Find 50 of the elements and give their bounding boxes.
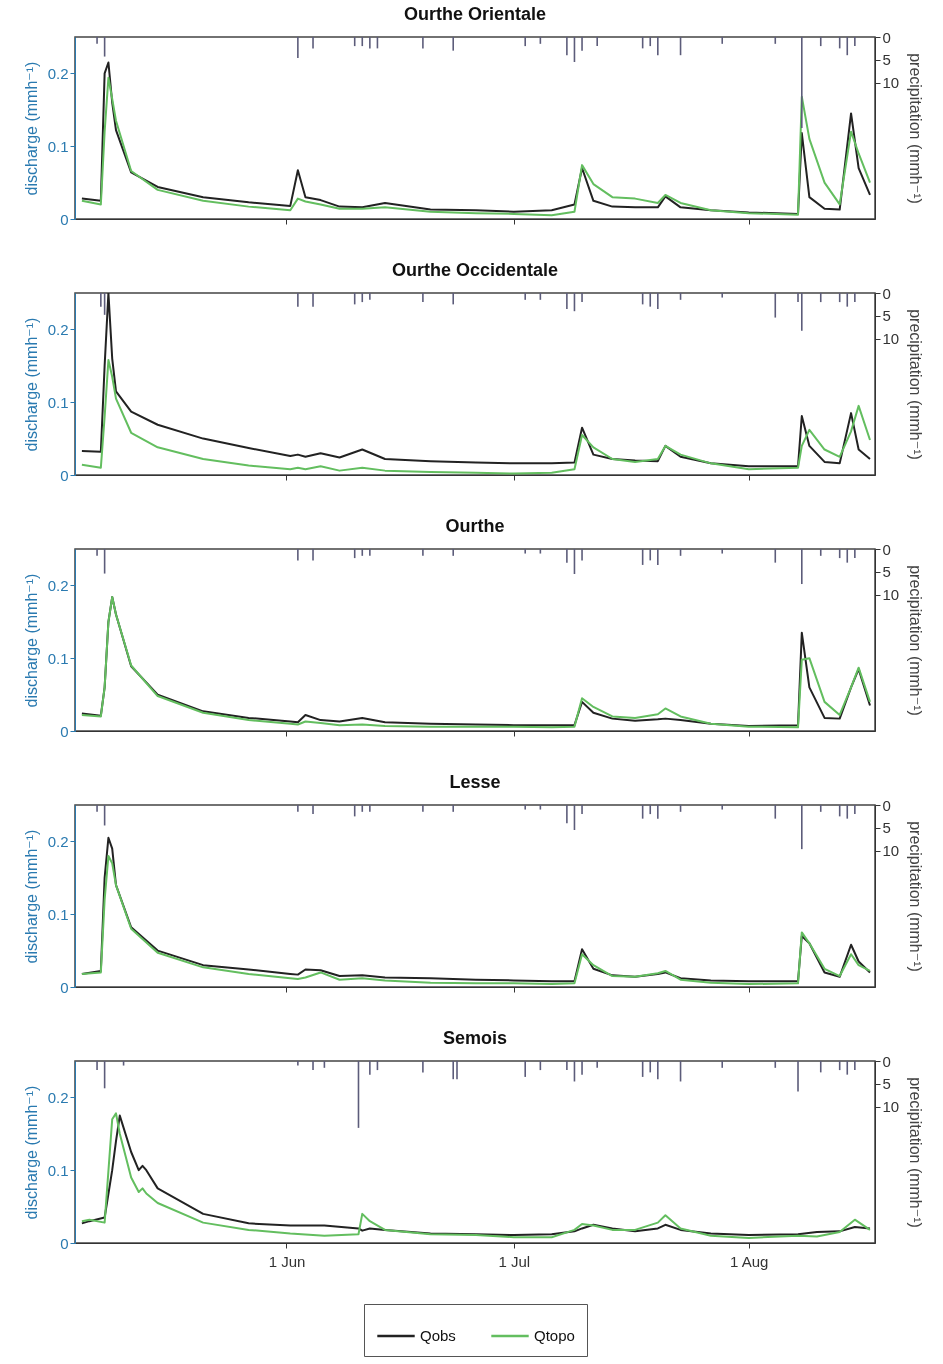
y2-tick-label: 0 [882, 540, 891, 558]
y-tick-label: 0 [60, 978, 69, 996]
y2-tick-label: 10 [882, 74, 900, 91]
y2-axis-title: precipitation (mmh⁻¹) [907, 53, 925, 204]
y2-tick-label: 0 [882, 796, 891, 814]
y-tick-label: 0.2 [47, 320, 69, 338]
y-tick-label: 0 [60, 210, 69, 228]
y2-tick-label: 0 [882, 284, 891, 302]
legend-label: Qtopo [534, 1327, 575, 1344]
y2-tick-label: 5 [882, 51, 891, 69]
y2-tick-label: 0 [882, 1052, 891, 1070]
y2-axis-title: precipitation (mmh⁻¹) [907, 1077, 925, 1228]
chart-title: Semois [442, 1028, 508, 1048]
y-axis-title: discharge (mmh⁻¹) [22, 829, 40, 964]
y2-tick-label: 10 [882, 586, 900, 603]
y-tick-label: 0 [60, 1234, 69, 1252]
x-tick-label: 1 Jul [498, 1252, 531, 1270]
y-tick-label: 0.2 [47, 576, 69, 594]
y-tick-label: 0.1 [47, 393, 69, 411]
chart-title: Ourthe Occidentale [391, 260, 559, 280]
y2-tick-label: 5 [882, 563, 891, 581]
y2-tick-label: 5 [882, 819, 891, 837]
y-axis-title: discharge (mmh⁻¹) [22, 1085, 40, 1220]
y-tick-label: 0.2 [47, 1088, 69, 1106]
y2-tick-label: 10 [882, 330, 900, 347]
y-tick-label: 0.2 [47, 64, 69, 82]
y2-tick-label: 0 [882, 28, 891, 46]
chart-title: Ourthe [445, 516, 505, 536]
y-tick-label: 0.1 [47, 1161, 69, 1179]
y2-axis-title: precipitation (mmh⁻¹) [907, 821, 925, 972]
y2-axis-title: precipitation (mmh⁻¹) [907, 309, 925, 460]
y-tick-label: 0 [60, 466, 69, 484]
y-tick-label: 0 [60, 722, 69, 740]
y-tick-label: 0.1 [47, 137, 69, 155]
y2-tick-label: 10 [882, 842, 900, 859]
y2-tick-label: 5 [882, 1075, 891, 1093]
legend-label: Qobs [420, 1327, 456, 1344]
x-tick-label: 1 Aug [730, 1252, 769, 1270]
chart-title: Ourthe Orientale [403, 4, 547, 24]
y-tick-label: 0.1 [47, 649, 69, 667]
y2-axis-title: precipitation (mmh⁻¹) [907, 565, 925, 716]
y-tick-label: 0.1 [47, 905, 69, 923]
x-tick-label: 1 Jun [268, 1252, 306, 1270]
y-axis-title: discharge (mmh⁻¹) [22, 573, 40, 708]
y-axis-title: discharge (mmh⁻¹) [22, 61, 40, 196]
y-axis-title: discharge (mmh⁻¹) [22, 317, 40, 452]
chart-title: Lesse [449, 772, 501, 792]
y2-tick-label: 5 [882, 307, 891, 325]
y2-tick-label: 10 [882, 1098, 900, 1115]
y-tick-label: 0.2 [47, 832, 69, 850]
